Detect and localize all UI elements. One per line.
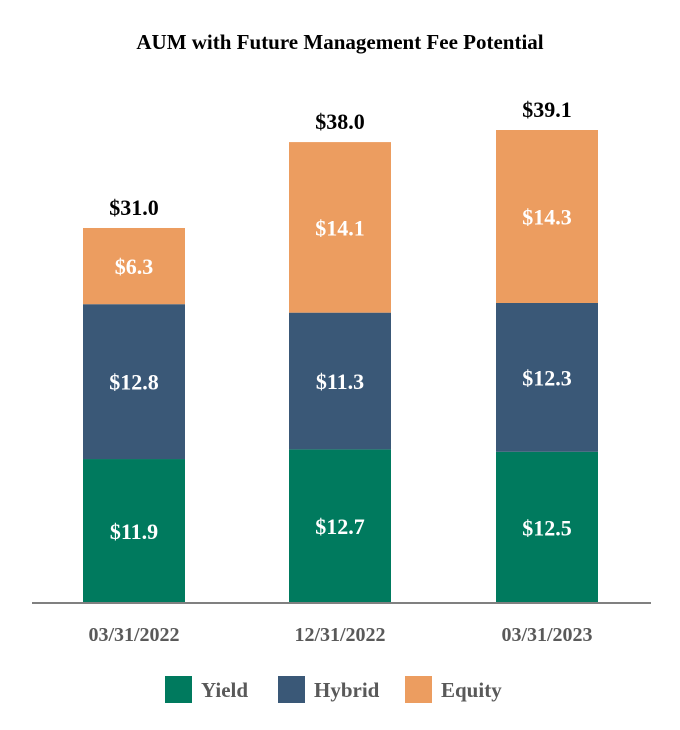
legend-swatch-yield xyxy=(165,676,192,703)
bar-yield-03-31-2023 xyxy=(496,451,598,603)
data-label-yield-03-31-2023: $12.5 xyxy=(522,515,572,540)
bar-yield-03-31-2022 xyxy=(83,459,185,603)
legend-label-hybrid: Hybrid xyxy=(314,678,380,702)
x-tick-label-12-31-2022: 12/31/2022 xyxy=(294,624,385,646)
legend: Yield Hybrid Equity xyxy=(165,676,502,703)
legend-swatch-hybrid xyxy=(278,676,305,703)
bar-yield-12-31-2022 xyxy=(289,449,391,603)
bar-equity-03-31-2022 xyxy=(83,227,185,305)
bar-equity-03-31-2023 xyxy=(496,130,598,303)
chart-title: AUM with Future Management Fee Potential xyxy=(136,30,543,54)
bar-hybrid-12-31-2022 xyxy=(289,312,391,450)
data-label-equity-03-31-2022: $6.3 xyxy=(115,254,154,279)
data-label-hybrid-03-31-2023: $12.3 xyxy=(522,365,572,390)
legend-label-yield: Yield xyxy=(201,678,248,702)
total-label-03-31-2022: $31.0 xyxy=(109,195,159,220)
legend-swatch-equity xyxy=(405,676,432,703)
data-label-equity-12-31-2022: $14.1 xyxy=(315,215,365,240)
total-label-12-31-2022: $38.0 xyxy=(315,109,365,134)
bar-hybrid-03-31-2022 xyxy=(83,304,185,460)
data-label-yield-03-31-2022: $11.9 xyxy=(110,519,158,544)
legend-label-equity: Equity xyxy=(441,678,502,702)
bar-equity-12-31-2022 xyxy=(289,142,391,313)
data-label-hybrid-03-31-2022: $12.8 xyxy=(109,370,159,395)
x-tick-label-03-31-2023: 03/31/2023 xyxy=(501,624,592,646)
data-label-equity-03-31-2023: $14.3 xyxy=(522,204,572,229)
data-label-yield-12-31-2022: $12.7 xyxy=(315,514,365,539)
x-tick-label-03-31-2022: 03/31/2022 xyxy=(88,624,179,646)
bar-hybrid-03-31-2023 xyxy=(496,302,598,452)
total-label-03-31-2023: $39.1 xyxy=(522,97,572,122)
data-label-hybrid-12-31-2022: $11.3 xyxy=(316,369,364,394)
